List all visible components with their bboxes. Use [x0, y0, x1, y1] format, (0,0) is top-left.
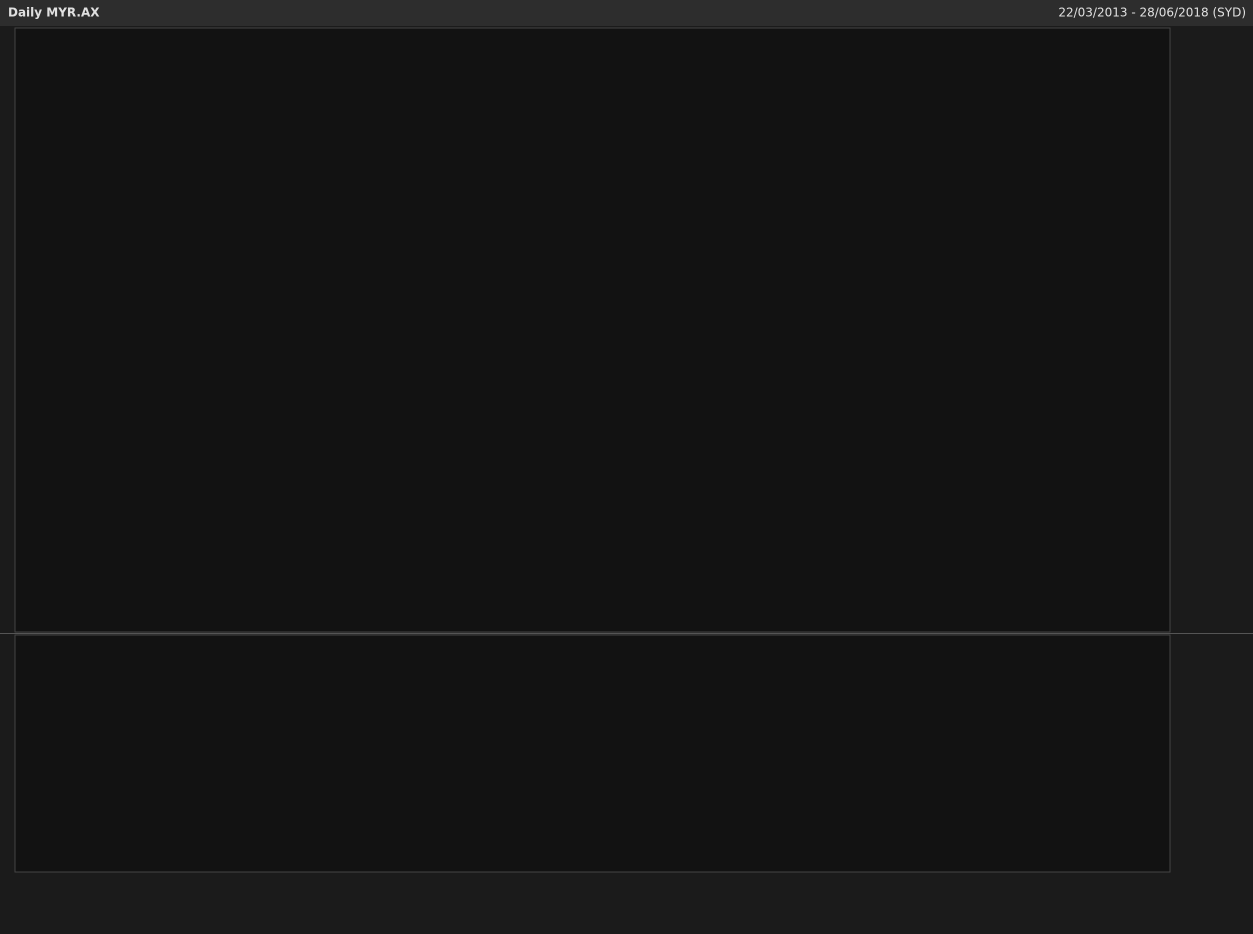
volume-panel [14, 634, 1171, 873]
chart-title: Daily MYR.AX [8, 6, 100, 20]
header-bar [0, 0, 1253, 26]
date-range: 22/03/2013 - 28/06/2018 (SYD) [1058, 6, 1246, 20]
price-panel [14, 27, 1171, 633]
